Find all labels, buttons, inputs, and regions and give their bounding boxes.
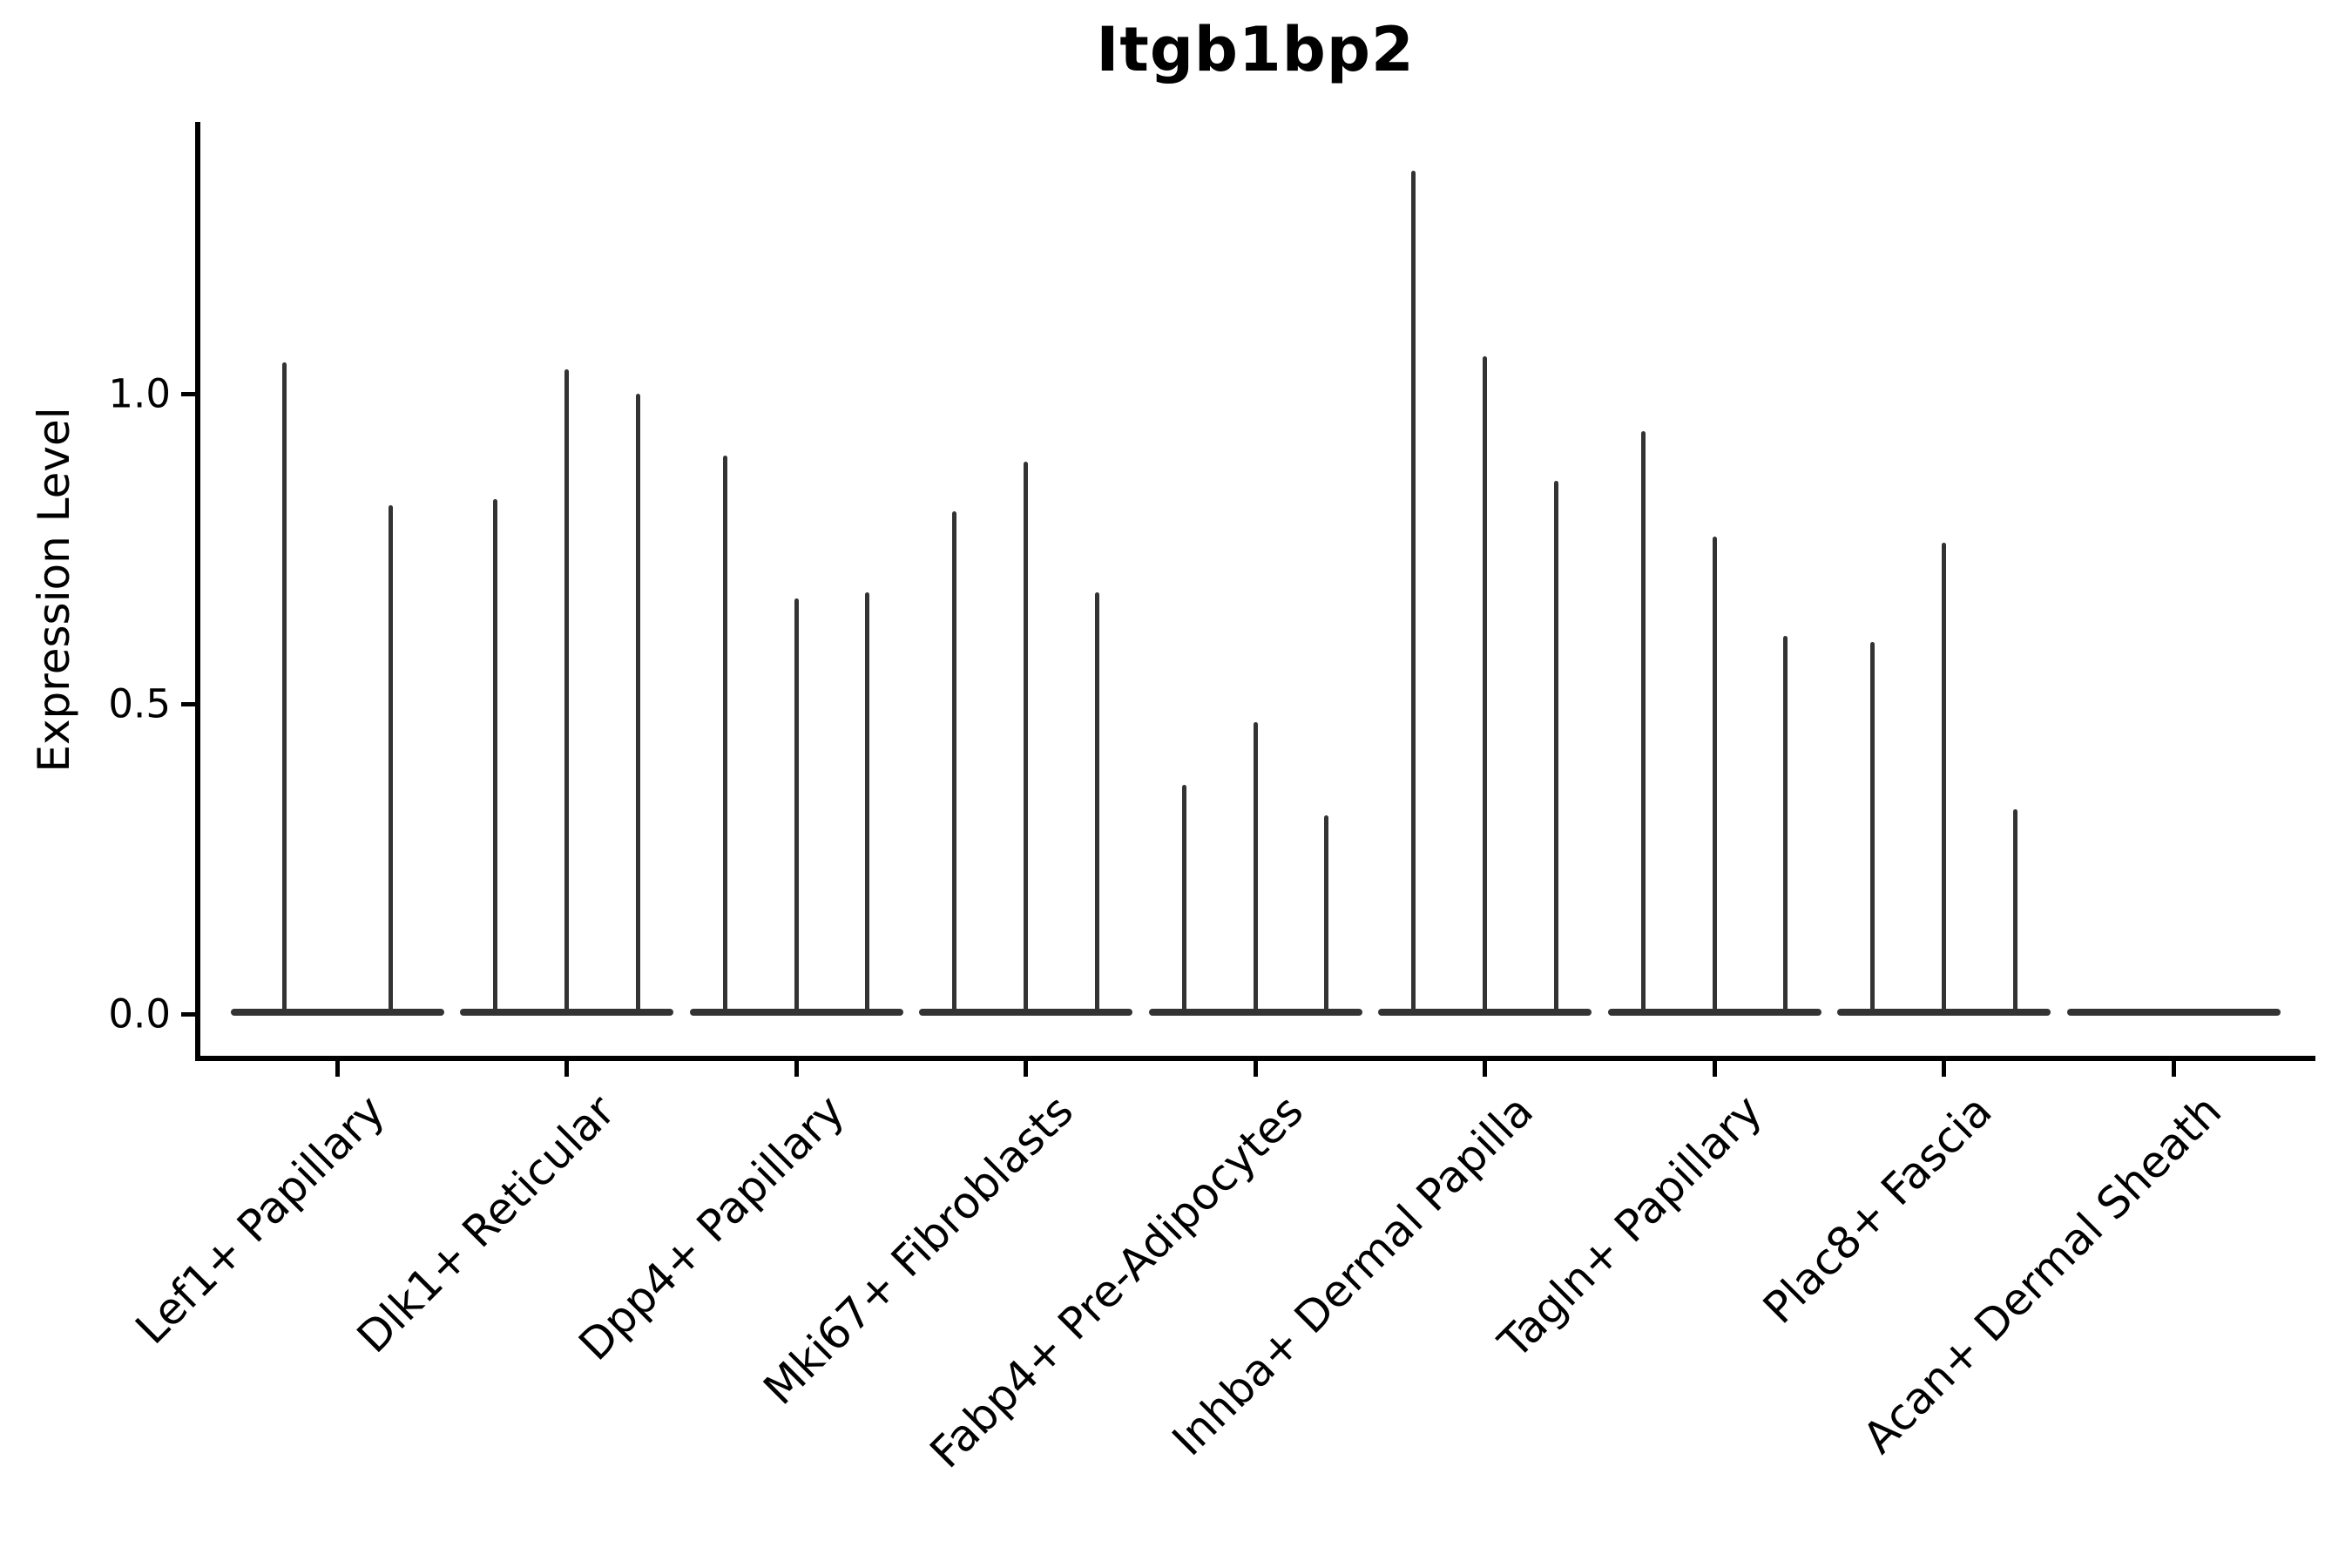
violin-spike xyxy=(564,368,569,1012)
violin-spike xyxy=(1094,591,1099,1012)
violin-spike xyxy=(493,499,498,1012)
x-tick-mark xyxy=(2171,1061,2176,1077)
violin-spike xyxy=(1253,722,1258,1012)
violin-spike xyxy=(1024,462,1028,1012)
violin-baseline xyxy=(1148,1009,1362,1016)
violin-spike xyxy=(1181,784,1186,1012)
violin-spike xyxy=(952,511,957,1012)
violin-baseline xyxy=(230,1009,444,1016)
x-tick-mark xyxy=(1483,1061,1487,1077)
x-tick-mark xyxy=(1712,1061,1717,1077)
x-tick-mark xyxy=(564,1061,569,1077)
violin-spike xyxy=(1870,641,1876,1012)
violin-spike xyxy=(2012,809,2017,1012)
violin-spike xyxy=(388,505,393,1012)
violin-spike xyxy=(1712,536,1717,1012)
x-tick-mark xyxy=(1024,1061,1028,1077)
violin-spike xyxy=(1640,430,1646,1012)
violin-baseline xyxy=(919,1009,1132,1016)
violin-baseline xyxy=(460,1009,673,1016)
violin-spike xyxy=(1324,815,1329,1012)
violin-spike xyxy=(794,598,799,1012)
y-tick-label: 0.5 xyxy=(108,680,171,727)
left-spine xyxy=(195,122,200,1061)
y-tick-label: 1.0 xyxy=(108,370,171,417)
violin-spike xyxy=(722,456,727,1012)
y-tick-mark xyxy=(181,391,195,396)
violin-baseline xyxy=(689,1009,903,1016)
x-tick-label: Plac8+ Fascia xyxy=(1753,1085,2002,1334)
bottom-spine xyxy=(195,1056,2315,1061)
violin-spike xyxy=(281,362,287,1012)
chart-title: Itgb1bp2 xyxy=(1096,14,1415,85)
x-tick-label: Fabp4+ Pre-Adipocytes xyxy=(920,1085,1314,1478)
violin-baseline xyxy=(2066,1009,2281,1016)
violin-spike xyxy=(865,591,870,1012)
y-tick-mark xyxy=(181,701,195,706)
x-tick-mark xyxy=(1942,1061,1946,1077)
violin-spike xyxy=(1783,635,1788,1012)
violin-spike xyxy=(1411,170,1416,1012)
x-tick-label: Lef1+ Papillary xyxy=(125,1085,395,1355)
x-tick-mark xyxy=(794,1061,799,1077)
violin-baseline xyxy=(1837,1009,2051,1016)
violin-spike xyxy=(635,394,640,1012)
x-tick-mark xyxy=(1253,1061,1258,1077)
y-tick-label: 0.0 xyxy=(108,990,171,1037)
y-tick-mark xyxy=(181,1011,195,1017)
violin-spike xyxy=(1483,356,1487,1012)
violin-baseline xyxy=(1378,1009,1592,1016)
violin-spike xyxy=(1942,542,1946,1012)
violin-baseline xyxy=(1607,1009,1821,1016)
x-tick-mark xyxy=(335,1061,340,1077)
violin-spike xyxy=(1553,480,1558,1012)
